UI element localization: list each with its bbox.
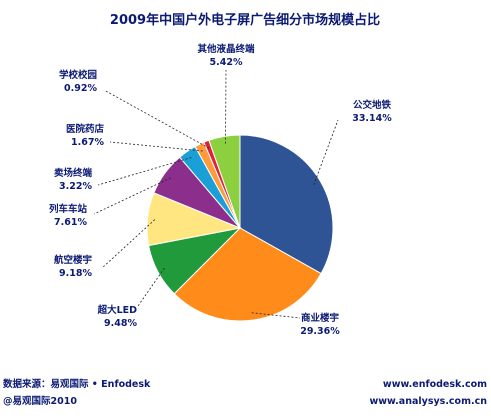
slice-label-value: 9.18% [59, 268, 92, 279]
chart-title: 2009年中国户外电子屏广告细分市场规模占比 [110, 12, 380, 28]
slice-label-value: 7.61% [54, 217, 87, 228]
slice-label-name: 医院药店 [66, 123, 105, 135]
leader-line [110, 142, 203, 151]
copyright-note: @易观国际2010 [3, 396, 77, 408]
slices-layer [147, 135, 333, 321]
slice-label-value: 1.67% [71, 137, 104, 148]
slice-label-name: 卖场终端 [54, 167, 93, 179]
slice-label-name: 其他液晶终端 [197, 43, 255, 55]
source-note: 数据来源：易观国际 • Enfodesk [3, 379, 150, 391]
slice-label-name: 学校校园 [59, 69, 97, 81]
analysys-url: www.analysys.com.cn [369, 396, 487, 408]
slice-label-name: 超大LED [97, 304, 138, 316]
slice-label-name: 航空楼宇 [54, 254, 93, 266]
slice-label-value: 9.48% [104, 318, 137, 329]
slice-label-value: 3.22% [59, 181, 92, 192]
slice-label-value: 29.36% [300, 326, 340, 337]
slice-label-name: 列车车站 [49, 203, 88, 215]
slice-label-name: 公交地铁 [353, 99, 392, 111]
slice-label-value: 33.14% [352, 113, 392, 124]
slice-label-value: 5.42% [210, 57, 243, 68]
leader-line [138, 268, 164, 306]
slice-label-value: 0.92% [64, 83, 97, 94]
enfodesk-url: www.enfodesk.com [383, 379, 487, 391]
slice-label-name: 商业楼宇 [301, 312, 340, 324]
leader-line [104, 90, 209, 148]
leader-line [314, 120, 338, 185]
